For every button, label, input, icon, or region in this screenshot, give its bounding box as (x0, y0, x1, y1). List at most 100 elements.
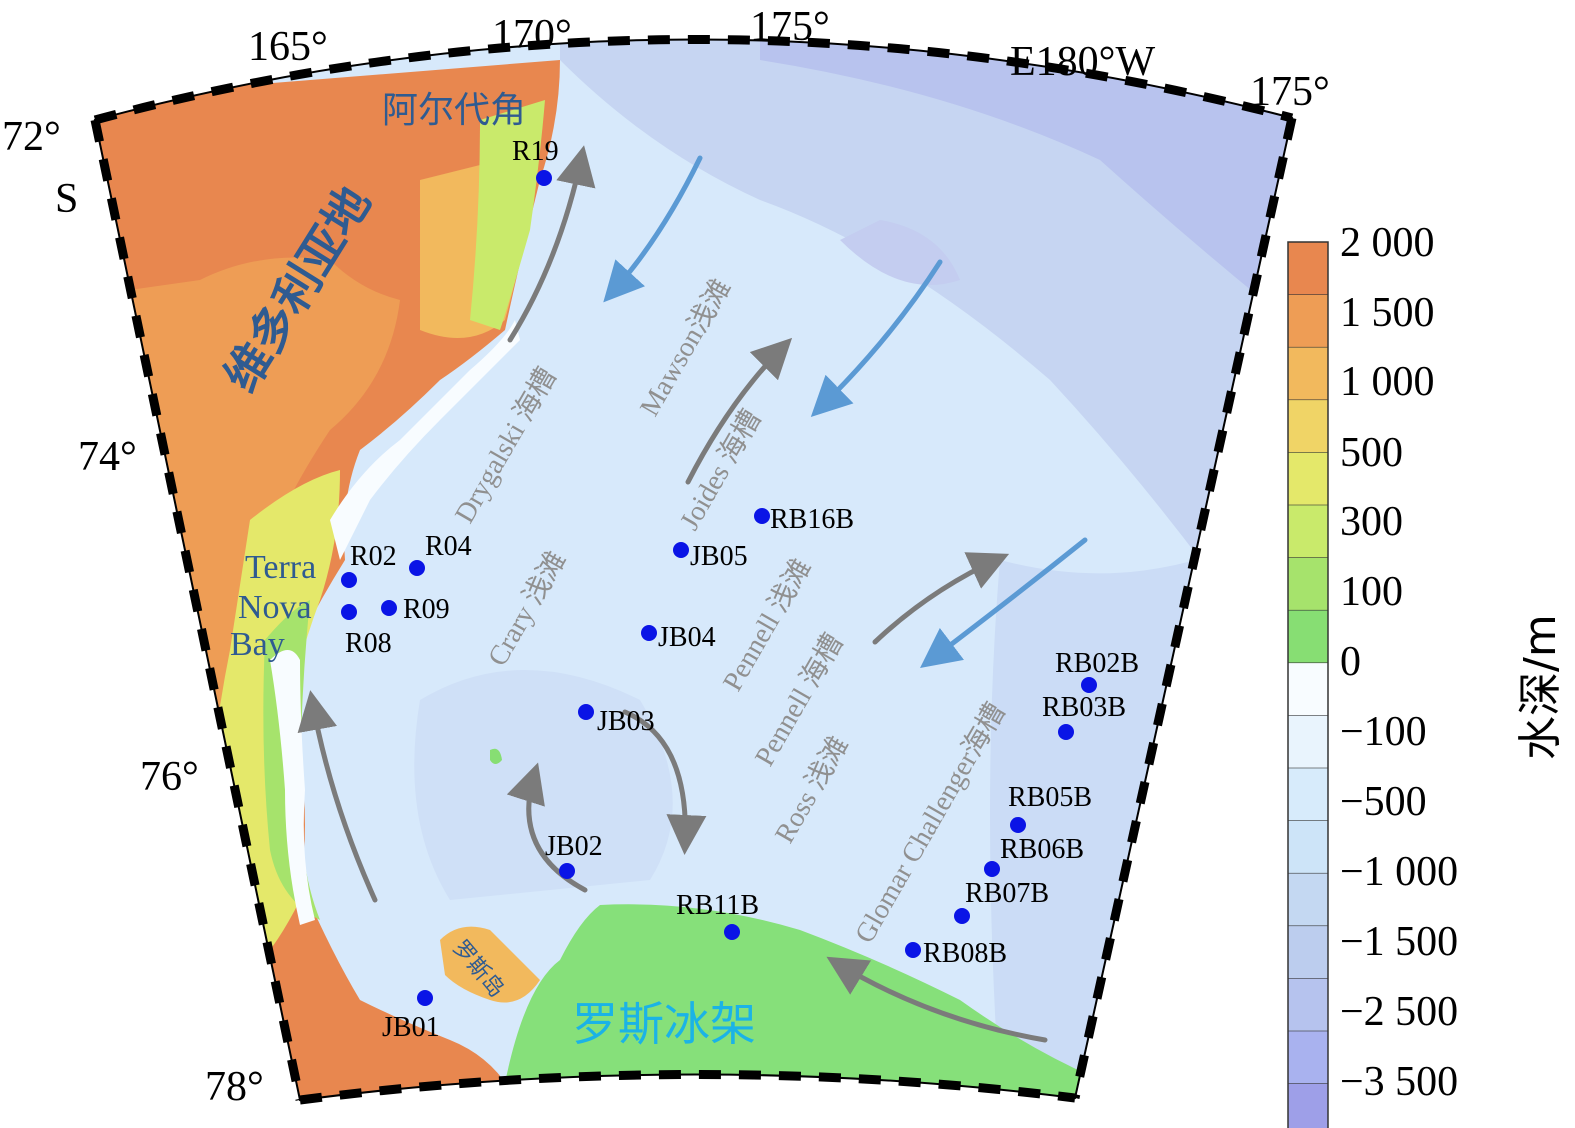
station-labels: R19 R02 R04 R09 R08 JB05 RB16B JB04 JB03 JB02 JB01… (345, 136, 1139, 1043)
current-arrow-gray (506, 762, 588, 893)
ross-ice-shelf (500, 904, 1100, 1101)
lat-label-78: 78° (205, 1064, 264, 1110)
legend-swatch (1287, 820, 1329, 874)
current-arrow-gray (872, 552, 1010, 645)
legend-swatch (1287, 978, 1329, 1032)
current-arrow-blue (603, 155, 703, 303)
current-arrow-gray (826, 956, 1048, 1043)
station-label-rb08b: RB08B (923, 938, 1007, 969)
legend-swatch (1287, 346, 1329, 401)
lon-label-175w: 175° (1250, 69, 1330, 115)
deep-patch (840, 220, 960, 285)
legend-swatch (1287, 925, 1329, 980)
station-marker-jb01 (417, 990, 433, 1006)
legend-swatch (1287, 452, 1329, 506)
station-marker-rb05b (1010, 817, 1026, 833)
station-label-rb05b: RB05B (1008, 782, 1092, 813)
legend-label: 100 (1340, 569, 1403, 615)
current-arrow-gray (507, 145, 596, 343)
station-label-rb07b: RB07B (965, 878, 1049, 909)
lon-label-170: 170° (492, 12, 572, 58)
cape-adare-slope (470, 100, 545, 330)
station-label-rb06b: RB06B (1000, 834, 1084, 865)
current-arrow-gray (297, 690, 378, 903)
label-terra-nova-bay-2: Nova (238, 589, 312, 626)
legend-label: −100 (1340, 709, 1427, 755)
station-label-r08: R08 (345, 628, 392, 659)
current-arrow-gray (685, 337, 793, 485)
graticule-labels: 165° 170° 175° E180°W 175° 72° S 74° 76°… (2, 4, 1330, 1110)
label-terra-nova-bay-3: Bay (230, 626, 285, 663)
legend-label: −1 000 (1340, 849, 1458, 895)
legend-swatch (1287, 715, 1329, 769)
lon-label-165: 165° (248, 24, 328, 70)
legend-colorbar (1287, 241, 1329, 1128)
station-label-jb04: JB04 (658, 622, 716, 653)
legend-label: 1 000 (1340, 359, 1435, 405)
legend-label: 300 (1340, 499, 1403, 545)
station-marker-rb16b (754, 508, 770, 524)
legend-swatch (1287, 872, 1329, 927)
station-marker-r04 (409, 560, 425, 576)
deep-water-region (560, 40, 1292, 700)
ross-island (440, 926, 540, 1003)
station-marker-rb11b (724, 924, 740, 940)
current-arrows (297, 145, 1088, 1043)
station-label-jb01: JB01 (382, 1012, 440, 1043)
legend-label: −3 500 (1340, 1059, 1458, 1105)
current-arrow-gray (622, 709, 707, 855)
lon-label-180: E180°W (1010, 39, 1155, 85)
station-label-r19: R19 (512, 136, 559, 167)
legend-swatch (1287, 399, 1329, 454)
legend-label: −2 500 (1340, 989, 1458, 1035)
station-label-r02: R02 (350, 541, 397, 572)
station-label-r04: R04 (425, 531, 472, 562)
station-marker-rb02b (1081, 677, 1097, 693)
station-marker-r08 (341, 604, 357, 620)
legend-swatch (1287, 241, 1329, 296)
station-marker-jb04 (641, 625, 657, 641)
depth-legend: 2 000 1 500 1 000 500 300 100 0 −100 −500 −1 000 −… (1287, 220, 1566, 1128)
station-label-jb05: JB05 (690, 541, 748, 572)
station-label-r09: R09 (403, 594, 450, 625)
coastal-shelf-strip (330, 320, 520, 560)
label-ross-ice-shelf: 罗斯冰架 (572, 997, 756, 1051)
station-marker-r19 (536, 170, 552, 186)
station-marker-jb02 (559, 863, 575, 879)
station-label-jb02: JB02 (545, 831, 603, 862)
station-marker-jb03 (578, 704, 594, 720)
legend-label: 0 (1340, 639, 1361, 685)
lat-label-72: 72° (2, 114, 61, 160)
legend-label: 1 500 (1340, 290, 1435, 336)
sampling-stations (341, 170, 1097, 1006)
legend-label: 2 000 (1340, 220, 1435, 266)
lon-label-175: 175° (750, 4, 830, 50)
legend-swatch (1287, 1083, 1329, 1128)
station-label-rb16b: RB16B (770, 504, 854, 535)
legend-swatch (1287, 557, 1329, 611)
legend-label: 500 (1340, 430, 1403, 476)
station-marker-r09 (381, 600, 397, 616)
station-marker-rb03b (1058, 724, 1074, 740)
legend-label: −1 500 (1340, 919, 1458, 965)
small-island (490, 748, 502, 764)
lat-label-74: 74° (78, 434, 137, 480)
station-marker-rb07b (954, 908, 970, 924)
station-marker-rb08b (905, 942, 921, 958)
legend-swatch (1287, 662, 1329, 717)
map-frame (90, 35, 1297, 1105)
legend-swatch (1287, 504, 1329, 559)
legend-swatch (1287, 767, 1329, 822)
station-marker-rb06b (984, 861, 1000, 877)
current-arrow-blue (810, 259, 943, 417)
station-label-rb11b: RB11B (676, 890, 759, 921)
station-label-rb03b: RB03B (1042, 692, 1126, 723)
lat-label-76: 76° (140, 754, 199, 800)
station-marker-jb05 (673, 542, 689, 558)
coastal-shelf-strip-south (270, 650, 315, 925)
lat-hemisphere-label: S (55, 176, 78, 222)
trough-region (414, 670, 673, 900)
label-cape-adare: 阿尔代角 (382, 90, 526, 131)
